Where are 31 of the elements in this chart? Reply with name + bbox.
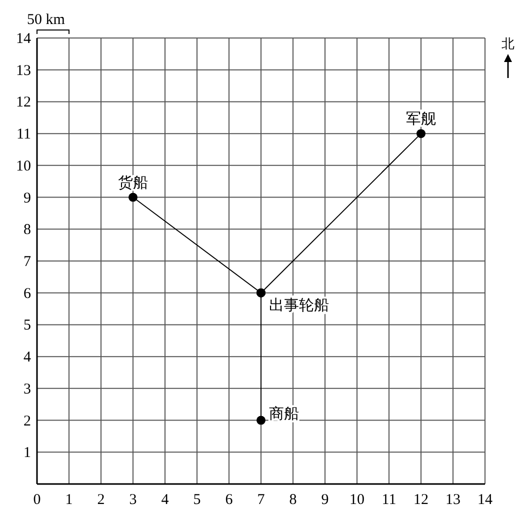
y-tick-label: 13 <box>16 62 31 79</box>
text: 北 <box>502 36 514 51</box>
y-tick-label: 14 <box>16 31 32 47</box>
y-tick-label: 10 <box>16 158 31 174</box>
x-tick-label: 10 <box>350 492 364 508</box>
x-tick-label: 9 <box>321 492 329 508</box>
x-tick-label: 14 <box>478 492 493 508</box>
y-tick-label: 6 <box>24 286 32 302</box>
y-tick-label: 2 <box>24 413 31 430</box>
y-tick-label: 11 <box>16 126 31 143</box>
x-tick-label: 8 <box>289 492 297 508</box>
x-tick-label: 1 <box>65 492 73 508</box>
y-tick-label: 4 <box>24 350 32 366</box>
y-tick-label: 5 <box>24 318 31 334</box>
x-tick-label: 12 <box>414 492 428 508</box>
x-tick-label: 5 <box>193 492 201 508</box>
y-tick-label: 1 <box>24 445 31 462</box>
x-tick-label: 11 <box>382 492 396 508</box>
x-tick-label: 7 <box>257 492 266 508</box>
x-tick-label: 13 <box>446 492 460 508</box>
y-tick-label: 7 <box>24 254 32 270</box>
y-tick-label: 8 <box>24 222 31 238</box>
y-tick-label: 9 <box>24 190 31 206</box>
x-tick-label: 4 <box>161 492 170 508</box>
x-tick-label: 0 <box>33 492 41 508</box>
text: 50 km <box>27 12 66 28</box>
y-tick-label: 12 <box>16 94 31 111</box>
x-tick-label: 2 <box>97 492 105 508</box>
x-tick-label: 6 <box>225 492 234 508</box>
x-tick-label: 3 <box>129 492 137 508</box>
y-tick-label: 3 <box>24 381 31 398</box>
